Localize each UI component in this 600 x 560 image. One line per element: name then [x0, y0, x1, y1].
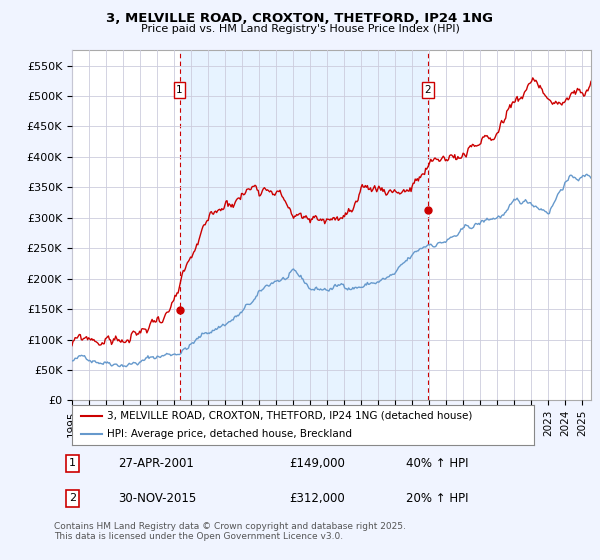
Text: Price paid vs. HM Land Registry's House Price Index (HPI): Price paid vs. HM Land Registry's House …	[140, 24, 460, 34]
Text: Contains HM Land Registry data © Crown copyright and database right 2025.
This d: Contains HM Land Registry data © Crown c…	[54, 522, 406, 542]
Text: 30-NOV-2015: 30-NOV-2015	[118, 492, 196, 505]
Bar	[179, 50, 428, 400]
Text: 20% ↑ HPI: 20% ↑ HPI	[406, 492, 469, 505]
Text: £149,000: £149,000	[289, 457, 345, 470]
Text: 3, MELVILLE ROAD, CROXTON, THETFORD, IP24 1NG: 3, MELVILLE ROAD, CROXTON, THETFORD, IP2…	[107, 12, 493, 25]
Text: 1: 1	[176, 85, 183, 95]
Text: 2: 2	[425, 85, 431, 95]
Text: 40% ↑ HPI: 40% ↑ HPI	[406, 457, 469, 470]
Text: 2: 2	[69, 493, 76, 503]
Text: 3, MELVILLE ROAD, CROXTON, THETFORD, IP24 1NG (detached house): 3, MELVILLE ROAD, CROXTON, THETFORD, IP2…	[107, 411, 472, 421]
Text: £312,000: £312,000	[289, 492, 345, 505]
Text: 27-APR-2001: 27-APR-2001	[118, 457, 194, 470]
Text: HPI: Average price, detached house, Breckland: HPI: Average price, detached house, Brec…	[107, 430, 352, 439]
Text: 1: 1	[69, 459, 76, 468]
